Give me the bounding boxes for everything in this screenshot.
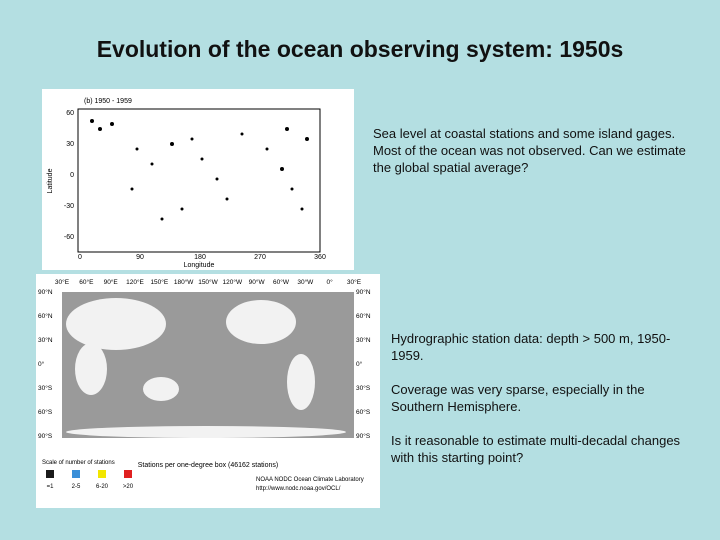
lat-label: 60°S — [38, 408, 53, 416]
credit-url: http://www.nodc.noaa.gov/OCL/ — [256, 486, 341, 492]
y-tick-label: -30 — [64, 203, 74, 210]
slide-title: Evolution of the ocean observing system:… — [96, 36, 624, 62]
hydro-paragraph: Hydrographic station data: depth > 500 m… — [391, 331, 671, 363]
coastal-text: Sea level at coastal stations and some i… — [373, 126, 686, 175]
hydro-paragraph: Is it reasonable to estimate multi-decad… — [391, 433, 681, 465]
y-tick-label: 30 — [66, 141, 74, 148]
x-tick-label: 270 — [254, 254, 266, 261]
legend-swatch — [98, 470, 106, 478]
x-axis-label: Longitude — [184, 262, 215, 269]
lon-label: 120°W — [223, 278, 243, 286]
credit: NOAA NODC Ocean Climate Laboratory — [256, 477, 364, 483]
panel-label: (b) 1950 - 1959 — [84, 98, 132, 105]
lon-label: 30°E — [55, 278, 70, 286]
lat-label: 90°S — [38, 432, 53, 440]
sea-level-map: (b) 1950 - 1959 Latitude Longitude 60 30 0… — [42, 89, 354, 270]
lat-label: 90°N — [356, 288, 371, 296]
lon-label: 0° — [327, 278, 334, 286]
lat-label: 60°N — [356, 312, 371, 320]
lon-label: 150°E — [150, 278, 168, 286]
x-tick-label: 180 — [194, 254, 206, 261]
y-tick-label: -60 — [64, 234, 74, 241]
x-tick-label: 90 — [136, 254, 144, 261]
legend: Scale of number of stations — [42, 460, 115, 466]
legend-label: 2-5 — [72, 484, 81, 490]
lon-label: 60°E — [79, 278, 94, 286]
lat-label: 0° — [38, 360, 45, 368]
x-tick-label: 360 — [314, 254, 326, 261]
lat-label: 30°N — [356, 336, 371, 344]
map-caption: Stations per one-degree box (46162 stati… — [138, 462, 278, 469]
legend-label: 6-20 — [96, 484, 109, 490]
lat-label: 90°N — [38, 288, 53, 296]
y-tick-label: 60 — [66, 110, 74, 117]
lon-label: 60°W — [273, 278, 290, 286]
lat-label: 0° — [356, 360, 363, 368]
lon-label: 180°W — [174, 278, 194, 286]
lon-label: 150°W — [198, 278, 218, 286]
hydro-paragraph: Coverage was very sparse, especially in … — [391, 382, 645, 414]
legend-swatch — [124, 470, 132, 478]
legend-label: >20 — [123, 484, 134, 490]
land — [66, 298, 346, 438]
lat-label: 60°S — [356, 408, 371, 416]
lat-label: 30°S — [356, 384, 371, 392]
legend-title: Scale of number of stations — [42, 460, 115, 466]
lon-label: 30°E — [347, 278, 362, 286]
lat-label: 60°N — [38, 312, 53, 320]
lon-label: 90°E — [104, 278, 119, 286]
legend-label: =1 — [47, 484, 55, 490]
hydrographic-map: Scale of number of stations Stations per… — [36, 274, 380, 508]
legend-swatch — [46, 470, 54, 478]
lat-label: 30°S — [38, 384, 53, 392]
lon-label: 30°W — [297, 278, 314, 286]
lat-label: 90°S — [356, 432, 371, 440]
y-axis-label: Latitude — [47, 168, 54, 193]
y-tick-label: 0 — [70, 172, 74, 179]
map-background — [42, 89, 354, 270]
legend-swatch — [72, 470, 80, 478]
map-frame — [77, 108, 321, 253]
lon-label: 120°E — [126, 278, 144, 286]
lat-label: 30°N — [38, 336, 53, 344]
station-dots — [90, 119, 309, 221]
x-tick-label: 0 — [78, 254, 82, 261]
lon-label: 90°W — [249, 278, 266, 286]
hydro-text: Hydrographic station data: depth > 500 m… — [391, 330, 691, 483]
